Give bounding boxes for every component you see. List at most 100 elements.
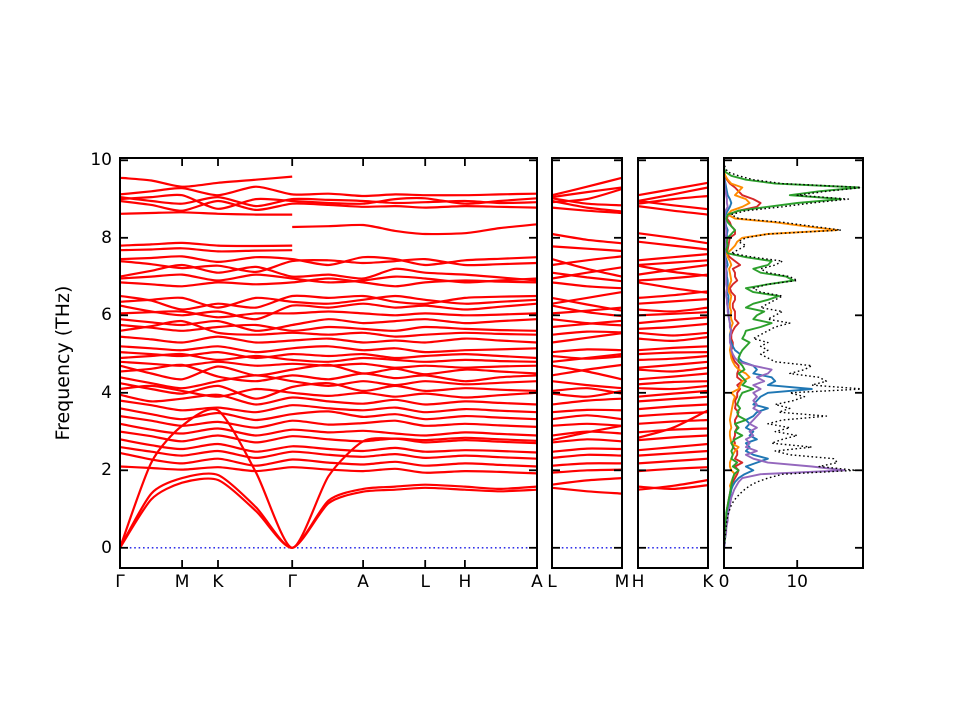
phonon-band-line — [637, 427, 709, 434]
panel-frame-dos — [723, 157, 864, 569]
phonon-band-line — [119, 241, 293, 248]
y-axis-title: Frequency (THz) — [52, 285, 74, 441]
phonon-band-line — [637, 478, 709, 491]
phonon-band-line — [637, 484, 709, 491]
phonon-band-line — [637, 335, 709, 343]
phonon-band-line — [119, 438, 538, 454]
panel-frame-bands-HK — [637, 157, 709, 569]
phonon-band-line — [119, 319, 538, 338]
phonon-band-line — [637, 311, 709, 317]
x-tick-label-bands-main-M: M — [174, 572, 190, 592]
phonon-band-line — [119, 472, 538, 549]
phonon-band-line — [551, 245, 623, 253]
phonon-band-line — [119, 451, 538, 468]
phonon-band-line — [119, 393, 538, 406]
phonon-band-line — [119, 257, 538, 274]
x-tick-label-bands-LM-M: M — [614, 572, 630, 592]
phonon-band-line — [551, 306, 623, 315]
phonon-band-line — [119, 430, 538, 445]
phonon-band-line — [637, 384, 709, 391]
phonon-band-line — [119, 277, 538, 288]
phonon-band-line — [637, 366, 709, 373]
y-tick-label-6: 6 — [101, 305, 112, 326]
phonon-band-line — [119, 384, 538, 399]
y-tick-label-4: 4 — [101, 382, 112, 403]
phonon-band-line — [119, 465, 538, 475]
phonon-band-line — [119, 302, 538, 321]
phonon-band-line — [119, 195, 538, 208]
phonon-band-line — [119, 335, 538, 344]
phonon-band-line — [119, 399, 538, 414]
phonon-band-line — [551, 232, 623, 245]
phonon-band-line — [637, 380, 709, 386]
phonon-band-line — [551, 462, 623, 467]
phonon-band-line — [551, 422, 623, 427]
phonon-band-line — [119, 323, 538, 332]
phonon-band-line — [637, 205, 709, 216]
phonon-band-line — [551, 330, 623, 336]
x-tick-label-bands-main-Γ: Γ — [287, 572, 297, 592]
phonon-band-line — [119, 273, 538, 284]
phonon-band-line — [637, 345, 709, 352]
phonon-band-line — [637, 253, 709, 262]
x-tick-label-bands-main-A: A — [357, 572, 369, 592]
phonon-band-line — [637, 290, 709, 299]
phonon-band-line — [551, 447, 623, 453]
phonon-band-line — [637, 442, 709, 452]
phonon-band-line — [119, 407, 538, 422]
phonon-band-line — [637, 240, 709, 251]
phonon-band-line — [637, 331, 709, 337]
phonon-band-line — [637, 466, 709, 473]
phonon-band-line — [637, 263, 709, 276]
phonon-band-line — [637, 409, 709, 439]
x-tick-label-bands-main-H: H — [458, 572, 472, 592]
phonon-band-line — [551, 255, 623, 267]
phonon-band-line — [118, 407, 538, 549]
phonon-band-line — [119, 294, 538, 311]
phonon-band-line — [551, 468, 623, 474]
phonon-band-line — [119, 318, 538, 332]
phonon-band-line — [119, 175, 293, 188]
phonon-band-line — [119, 294, 538, 309]
phonon-band-line — [551, 414, 623, 421]
phonon-band-line — [637, 354, 709, 361]
phonon-band-line — [637, 395, 709, 403]
phonon-band-line — [119, 247, 293, 253]
y-tick-label-8: 8 — [101, 227, 112, 248]
panel-frame-bands-LM — [551, 157, 623, 569]
phonon-band-line — [551, 363, 623, 377]
phonon-band-line — [637, 316, 709, 325]
y-tick-label-0: 0 — [101, 537, 112, 558]
phonon-band-line — [637, 372, 709, 381]
phonon-band-line — [551, 266, 623, 280]
phonon-band-line — [119, 382, 538, 400]
x-tick-label-bands-HK-H: H — [631, 572, 645, 592]
phonon-band-line — [637, 351, 709, 356]
phonon-band-line — [637, 418, 709, 425]
phonon-band-line — [637, 181, 709, 197]
phonon-band-line — [551, 353, 623, 363]
phonon-band-line — [551, 271, 623, 283]
x-tick-label-bands-main-Γ: Γ — [115, 572, 125, 592]
phonon-band-line — [119, 255, 538, 267]
total-dos-curve — [723, 160, 864, 548]
phonon-band-line — [119, 310, 538, 319]
phonon-band-line — [551, 408, 623, 414]
phonon-band-line — [637, 298, 709, 305]
phonon-band-line — [119, 374, 538, 390]
phonon-band-line — [551, 332, 623, 344]
phonon-band-line — [637, 259, 709, 267]
phonon-band-line — [637, 306, 709, 313]
phonon-band-line — [551, 438, 623, 444]
y-tick-label-10: 10 — [90, 150, 112, 171]
phonon-band-line — [551, 319, 623, 329]
phonon-band-line — [551, 453, 623, 459]
phonon-band-line — [637, 232, 709, 245]
phonon-band-line — [551, 348, 623, 354]
phonon-band-line — [551, 291, 623, 305]
x-tick-label-bands-main-L: L — [420, 572, 430, 592]
phonon-band-line — [637, 403, 709, 411]
x-tick-label-bands-HK-K: K — [702, 572, 714, 592]
